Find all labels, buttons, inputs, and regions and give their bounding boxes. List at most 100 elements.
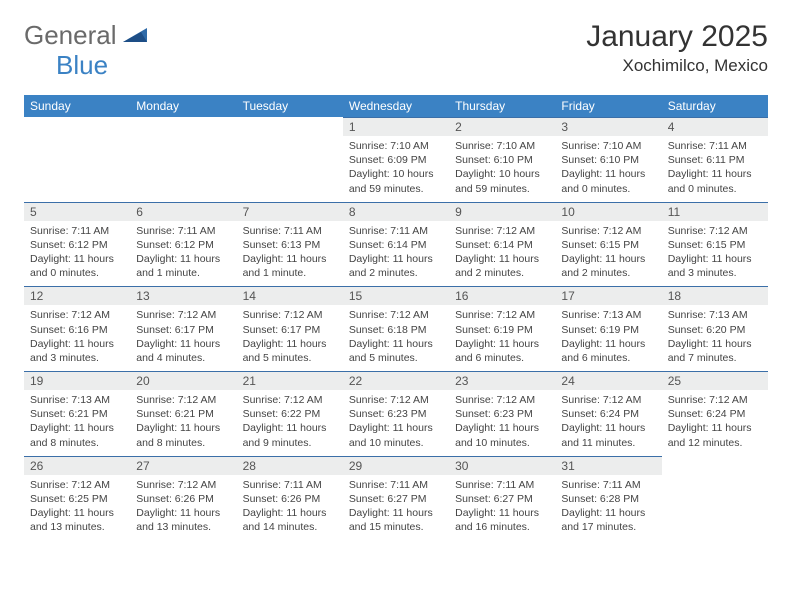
day-info-line: Sunrise: 7:12 AM — [136, 308, 230, 322]
day-info-line: Sunrise: 7:12 AM — [668, 224, 762, 238]
day-info-line: Sunset: 6:28 PM — [561, 492, 655, 506]
day-number: 30 — [449, 456, 555, 475]
calendar-cell: 9Sunrise: 7:12 AMSunset: 6:14 PMDaylight… — [449, 202, 555, 287]
day-info-line: Daylight: 11 hours — [243, 506, 337, 520]
day-info: Sunrise: 7:12 AMSunset: 6:23 PMDaylight:… — [343, 390, 449, 456]
day-info-line: Daylight: 11 hours — [30, 421, 124, 435]
day-info-line: Sunset: 6:26 PM — [136, 492, 230, 506]
day-info-line: Daylight: 11 hours — [455, 337, 549, 351]
day-header: Friday — [555, 95, 661, 117]
day-number: 9 — [449, 202, 555, 221]
day-info-line: and 1 minute. — [136, 266, 230, 280]
day-number: 22 — [343, 371, 449, 390]
day-number: 15 — [343, 286, 449, 305]
day-info-line: Daylight: 11 hours — [136, 252, 230, 266]
day-info-line: Sunset: 6:23 PM — [455, 407, 549, 421]
day-info-line: and 8 minutes. — [30, 436, 124, 450]
day-info-line: Sunrise: 7:12 AM — [136, 478, 230, 492]
day-number: 13 — [130, 286, 236, 305]
day-info-line: Sunset: 6:12 PM — [136, 238, 230, 252]
day-number: 17 — [555, 286, 661, 305]
day-info-line: Sunset: 6:12 PM — [30, 238, 124, 252]
day-number: 3 — [555, 117, 661, 136]
day-info: Sunrise: 7:11 AMSunset: 6:28 PMDaylight:… — [555, 475, 661, 541]
day-info-line: and 2 minutes. — [561, 266, 655, 280]
day-info-line: Sunrise: 7:12 AM — [136, 393, 230, 407]
day-info-line: Sunrise: 7:12 AM — [455, 224, 549, 238]
day-info-line: and 8 minutes. — [136, 436, 230, 450]
location-text: Xochimilco, Mexico — [586, 56, 768, 76]
brand-logo: General — [24, 20, 151, 51]
day-info-line: Sunrise: 7:11 AM — [30, 224, 124, 238]
day-info-line: Daylight: 11 hours — [668, 421, 762, 435]
day-info: Sunrise: 7:11 AMSunset: 6:12 PMDaylight:… — [24, 221, 130, 287]
day-info-line: Sunset: 6:19 PM — [455, 323, 549, 337]
day-info-line: Sunset: 6:19 PM — [561, 323, 655, 337]
calendar-cell: 18Sunrise: 7:13 AMSunset: 6:20 PMDayligh… — [662, 286, 768, 371]
calendar-cell: 21Sunrise: 7:12 AMSunset: 6:22 PMDayligh… — [237, 371, 343, 456]
calendar-cell — [662, 456, 768, 541]
calendar-cell: 27Sunrise: 7:12 AMSunset: 6:26 PMDayligh… — [130, 456, 236, 541]
calendar-cell — [24, 117, 130, 202]
day-info-line: and 14 minutes. — [243, 520, 337, 534]
calendar-cell: 26Sunrise: 7:12 AMSunset: 6:25 PMDayligh… — [24, 456, 130, 541]
day-info: Sunrise: 7:12 AMSunset: 6:15 PMDaylight:… — [555, 221, 661, 287]
day-info-line: Sunset: 6:21 PM — [30, 407, 124, 421]
day-info: Sunrise: 7:12 AMSunset: 6:17 PMDaylight:… — [130, 305, 236, 371]
calendar-cell: 24Sunrise: 7:12 AMSunset: 6:24 PMDayligh… — [555, 371, 661, 456]
day-info: Sunrise: 7:12 AMSunset: 6:24 PMDaylight:… — [662, 390, 768, 456]
day-info: Sunrise: 7:12 AMSunset: 6:16 PMDaylight:… — [24, 305, 130, 371]
day-info-line: Sunrise: 7:12 AM — [349, 308, 443, 322]
day-info-line: Sunset: 6:23 PM — [349, 407, 443, 421]
calendar-cell: 31Sunrise: 7:11 AMSunset: 6:28 PMDayligh… — [555, 456, 661, 541]
day-info: Sunrise: 7:12 AMSunset: 6:18 PMDaylight:… — [343, 305, 449, 371]
day-info-line: and 2 minutes. — [455, 266, 549, 280]
calendar-cell: 23Sunrise: 7:12 AMSunset: 6:23 PMDayligh… — [449, 371, 555, 456]
day-info-line: and 12 minutes. — [668, 436, 762, 450]
day-info-line: and 0 minutes. — [561, 182, 655, 196]
calendar-cell: 25Sunrise: 7:12 AMSunset: 6:24 PMDayligh… — [662, 371, 768, 456]
day-info-line: Sunset: 6:10 PM — [455, 153, 549, 167]
brand-triangle-icon — [123, 20, 149, 51]
day-number: 11 — [662, 202, 768, 221]
day-info-line: Daylight: 11 hours — [349, 252, 443, 266]
day-info-line: Daylight: 11 hours — [136, 421, 230, 435]
day-number: 25 — [662, 371, 768, 390]
day-number: 31 — [555, 456, 661, 475]
day-info-line: Sunrise: 7:13 AM — [30, 393, 124, 407]
day-number: 7 — [237, 202, 343, 221]
day-info-line: Daylight: 11 hours — [668, 167, 762, 181]
day-info-line: Sunset: 6:17 PM — [243, 323, 337, 337]
calendar-cell: 28Sunrise: 7:11 AMSunset: 6:26 PMDayligh… — [237, 456, 343, 541]
calendar-cell: 22Sunrise: 7:12 AMSunset: 6:23 PMDayligh… — [343, 371, 449, 456]
day-info-line: Sunrise: 7:12 AM — [243, 393, 337, 407]
day-info-line: Sunrise: 7:12 AM — [668, 393, 762, 407]
day-info-line: Daylight: 11 hours — [243, 337, 337, 351]
day-info: Sunrise: 7:12 AMSunset: 6:26 PMDaylight:… — [130, 475, 236, 541]
calendar-cell: 19Sunrise: 7:13 AMSunset: 6:21 PMDayligh… — [24, 371, 130, 456]
calendar-cell: 5Sunrise: 7:11 AMSunset: 6:12 PMDaylight… — [24, 202, 130, 287]
day-info-line: Daylight: 11 hours — [136, 506, 230, 520]
day-info-line: and 2 minutes. — [349, 266, 443, 280]
day-info: Sunrise: 7:11 AMSunset: 6:11 PMDaylight:… — [662, 136, 768, 202]
day-info: Sunrise: 7:11 AMSunset: 6:13 PMDaylight:… — [237, 221, 343, 287]
day-info-line: Daylight: 11 hours — [30, 506, 124, 520]
day-info-line: Sunrise: 7:11 AM — [349, 478, 443, 492]
day-info-line: Sunrise: 7:11 AM — [349, 224, 443, 238]
day-number: 6 — [130, 202, 236, 221]
day-info: Sunrise: 7:12 AMSunset: 6:22 PMDaylight:… — [237, 390, 343, 456]
day-info-line: and 4 minutes. — [136, 351, 230, 365]
day-info-line: Sunrise: 7:12 AM — [30, 308, 124, 322]
calendar-cell: 4Sunrise: 7:11 AMSunset: 6:11 PMDaylight… — [662, 117, 768, 202]
calendar-table: Sunday Monday Tuesday Wednesday Thursday… — [24, 95, 768, 540]
day-info: Sunrise: 7:12 AMSunset: 6:24 PMDaylight:… — [555, 390, 661, 456]
day-header: Wednesday — [343, 95, 449, 117]
day-info-line: Sunrise: 7:12 AM — [243, 308, 337, 322]
calendar-cell: 14Sunrise: 7:12 AMSunset: 6:17 PMDayligh… — [237, 286, 343, 371]
day-info-line: Sunset: 6:16 PM — [30, 323, 124, 337]
calendar-cell: 29Sunrise: 7:11 AMSunset: 6:27 PMDayligh… — [343, 456, 449, 541]
day-info-line: Sunrise: 7:10 AM — [561, 139, 655, 153]
day-number: 5 — [24, 202, 130, 221]
day-info-line: and 9 minutes. — [243, 436, 337, 450]
day-info-line: Sunset: 6:22 PM — [243, 407, 337, 421]
